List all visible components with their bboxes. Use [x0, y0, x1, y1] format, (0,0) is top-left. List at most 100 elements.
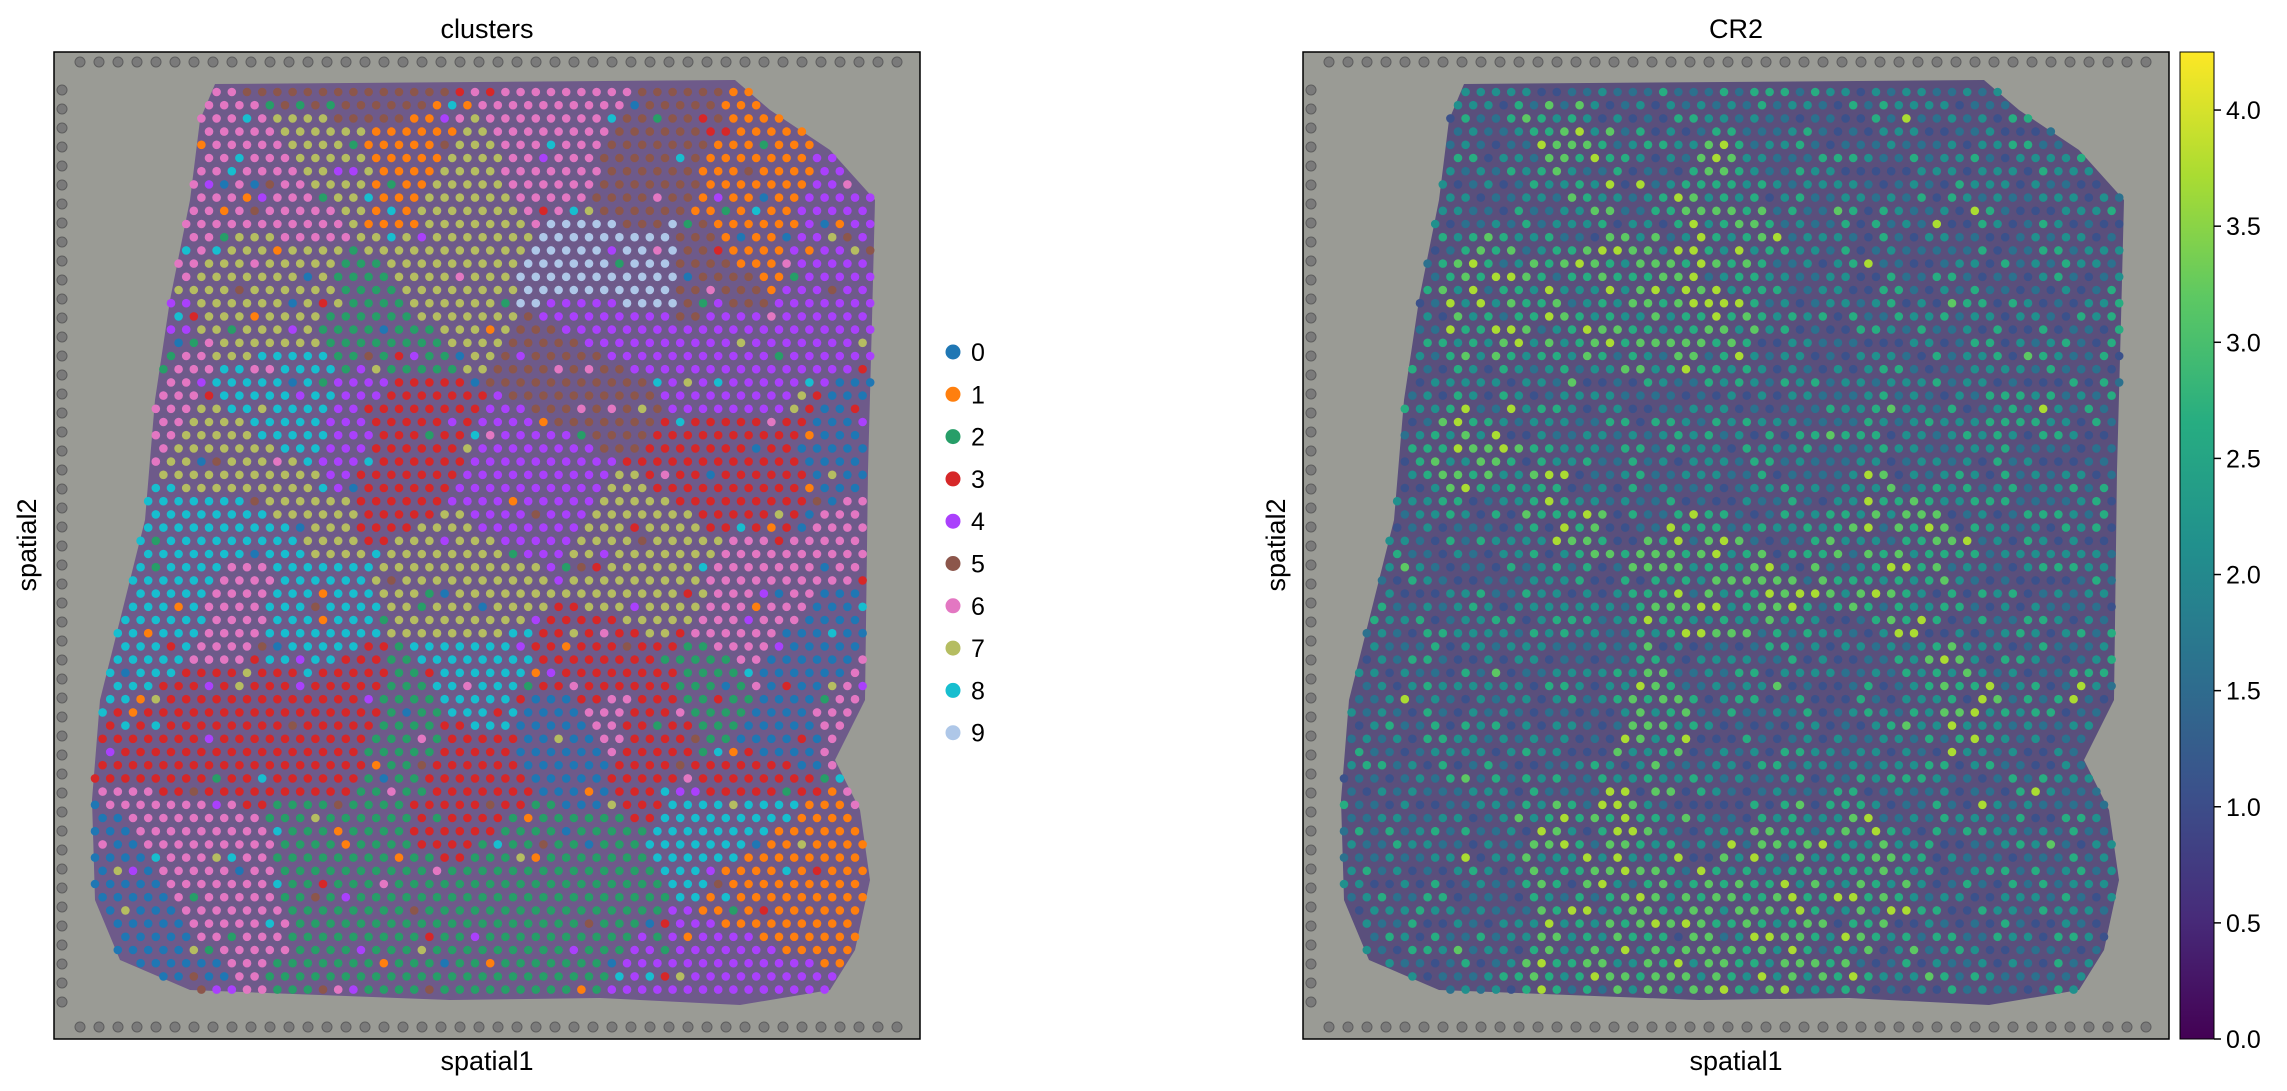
cr2-spot: [1803, 391, 1812, 400]
cluster-spot: [273, 958, 282, 968]
cr2-spot: [1491, 536, 1501, 546]
cluster-spot: [713, 457, 723, 466]
cr2-spot: [1628, 246, 1638, 255]
cluster-spot: [744, 140, 753, 150]
cluster-spot: [751, 153, 761, 163]
cluster-spot: [257, 457, 267, 466]
cr2-spot: [1894, 100, 1904, 110]
cr2-spot: [1590, 153, 1600, 163]
cluster-spot: [599, 206, 609, 216]
cr2-spot: [1598, 246, 1607, 255]
cluster-spot: [356, 892, 366, 902]
cr2-spot: [1917, 351, 1926, 361]
cluster-spot: [425, 114, 434, 123]
cr2-spot: [1476, 272, 1486, 282]
cr2-spot: [1468, 259, 1478, 268]
cr2-spot: [1499, 285, 1508, 295]
cluster-spot: [128, 576, 138, 585]
cr2-spot: [2069, 378, 2078, 387]
cluster-spot: [470, 87, 480, 97]
cr2-spot: [1902, 325, 1911, 334]
cluster-spot: [432, 364, 442, 374]
cluster-spot: [812, 628, 822, 638]
cr2-spot: [2016, 338, 2025, 348]
cluster-spot: [774, 193, 784, 202]
cluster-spot: [273, 457, 282, 466]
cluster-spot: [166, 562, 176, 572]
cr2-spot: [2099, 325, 2109, 334]
cluster-spot: [789, 536, 799, 546]
cluster-spot: [394, 958, 404, 968]
cluster-spot: [744, 589, 753, 598]
cluster-spot: [440, 87, 449, 97]
cluster-spot: [782, 681, 791, 691]
cr2-spot: [1833, 364, 1843, 374]
cluster-spot: [615, 391, 624, 400]
cluster-spot: [865, 298, 875, 308]
cluster-spot: [789, 615, 799, 625]
cluster-spot: [668, 404, 677, 414]
cluster-spot: [265, 444, 275, 453]
cluster-spot: [128, 602, 138, 612]
cluster-spot: [455, 906, 465, 915]
cr2-spot: [1453, 523, 1463, 532]
cr2-spot: [2076, 364, 2086, 374]
cluster-spot: [333, 351, 343, 361]
cluster-spot: [242, 351, 252, 361]
cluster-spot: [721, 787, 731, 796]
cr2-spot: [1605, 100, 1615, 110]
cr2-spot: [2008, 140, 2018, 150]
cluster-spot: [561, 325, 571, 334]
cr2-spot: [1453, 496, 1463, 506]
cluster-spot: [751, 206, 761, 216]
cr2-spot: [1727, 127, 1736, 136]
cluster-spot: [303, 378, 313, 387]
cluster-spot: [341, 364, 351, 374]
cr2-spot: [1522, 536, 1531, 546]
cr2-spot: [1438, 470, 1448, 480]
cr2-spot: [1560, 127, 1569, 136]
cluster-spot: [257, 351, 267, 361]
cr2-spot: [1947, 430, 1957, 440]
cluster-spot: [440, 510, 449, 519]
cluster-spot: [729, 826, 738, 836]
cluster-spot: [599, 787, 609, 796]
fiducial-spot: [131, 56, 143, 68]
cluster-spot: [311, 866, 320, 876]
cluster-spot: [501, 404, 510, 414]
cluster-spot: [333, 246, 343, 255]
cluster-spot: [599, 127, 609, 136]
cluster-spot: [706, 523, 715, 532]
fiducial-spot: [56, 768, 68, 780]
cr2-spot: [1962, 351, 1972, 361]
cr2-spot: [1423, 338, 1432, 348]
cluster-spot: [227, 351, 237, 361]
cluster-spot: [333, 378, 343, 387]
cr2-spot: [2107, 338, 2116, 348]
cr2-spot: [1613, 246, 1622, 255]
cr2-spot: [2008, 457, 2018, 466]
cr2-spot: [1841, 404, 1850, 414]
cr2-spot: [1681, 417, 1691, 427]
cluster-spot: [159, 681, 168, 691]
cr2-spot: [1932, 87, 1942, 97]
cr2-spot: [1940, 496, 1949, 506]
cr2-spot: [1468, 364, 1478, 374]
cr2-spot: [1917, 536, 1926, 546]
cr2-spot: [2023, 430, 2033, 440]
cluster-spot: [789, 193, 799, 202]
cluster-spot: [326, 602, 335, 612]
cluster-spot: [607, 351, 617, 361]
cr2-spot: [1605, 496, 1615, 506]
cr2-spot: [1955, 259, 1964, 268]
cluster-spot: [630, 681, 639, 691]
cr2-spot: [1400, 483, 1410, 493]
cluster-spot: [706, 100, 715, 110]
cluster-spot: [554, 708, 563, 717]
cluster-spot: [265, 523, 275, 532]
cluster-spot: [303, 747, 313, 757]
cluster-spot: [364, 219, 373, 229]
cr2-spot: [1742, 470, 1752, 480]
cr2-spot: [1833, 338, 1843, 348]
cr2-spot: [1864, 417, 1873, 427]
